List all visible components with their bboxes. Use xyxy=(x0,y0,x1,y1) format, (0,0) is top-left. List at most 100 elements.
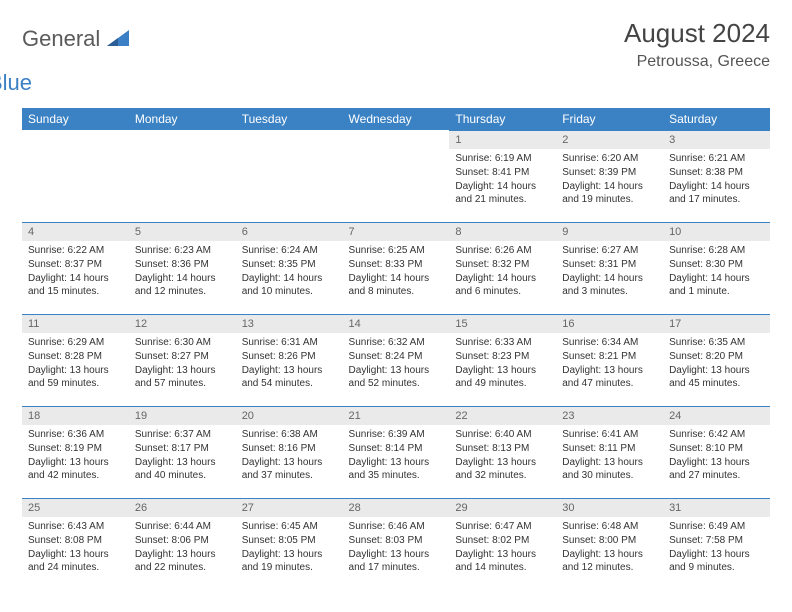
day-number: 3 xyxy=(663,130,770,149)
day-number: 20 xyxy=(236,406,343,425)
calendar-week-row: 11Sunrise: 6:29 AMSunset: 8:28 PMDayligh… xyxy=(22,314,770,406)
sunset-line: Sunset: 8:30 PM xyxy=(669,258,764,271)
sunset-line: Sunset: 8:39 PM xyxy=(562,166,657,179)
sunrise-line: Sunrise: 6:36 AM xyxy=(28,428,123,441)
calendar-cell: . xyxy=(343,130,450,222)
sunset-line: Sunset: 8:35 PM xyxy=(242,258,337,271)
calendar-cell: 19Sunrise: 6:37 AMSunset: 8:17 PMDayligh… xyxy=(129,406,236,498)
sunset-line: Sunset: 8:14 PM xyxy=(349,442,444,455)
calendar-week-row: 4Sunrise: 6:22 AMSunset: 8:37 PMDaylight… xyxy=(22,222,770,314)
daylight-line: Daylight: 13 hours and 57 minutes. xyxy=(135,364,230,390)
sunrise-line: Sunrise: 6:19 AM xyxy=(455,152,550,165)
day-details: Sunrise: 6:36 AMSunset: 8:19 PMDaylight:… xyxy=(22,425,129,489)
day-number: 17 xyxy=(663,314,770,333)
calendar-cell: 16Sunrise: 6:34 AMSunset: 8:21 PMDayligh… xyxy=(556,314,663,406)
sunrise-line: Sunrise: 6:20 AM xyxy=(562,152,657,165)
day-details: Sunrise: 6:37 AMSunset: 8:17 PMDaylight:… xyxy=(129,425,236,489)
day-details: Sunrise: 6:21 AMSunset: 8:38 PMDaylight:… xyxy=(663,149,770,213)
day-details: Sunrise: 6:26 AMSunset: 8:32 PMDaylight:… xyxy=(449,241,556,305)
sunset-line: Sunset: 8:11 PM xyxy=(562,442,657,455)
day-details: Sunrise: 6:24 AMSunset: 8:35 PMDaylight:… xyxy=(236,241,343,305)
day-details: Sunrise: 6:22 AMSunset: 8:37 PMDaylight:… xyxy=(22,241,129,305)
sunrise-line: Sunrise: 6:30 AM xyxy=(135,336,230,349)
calendar-cell: 27Sunrise: 6:45 AMSunset: 8:05 PMDayligh… xyxy=(236,498,343,590)
daylight-line: Daylight: 13 hours and 40 minutes. xyxy=(135,456,230,482)
day-number: 14 xyxy=(343,314,450,333)
sunrise-line: Sunrise: 6:40 AM xyxy=(455,428,550,441)
day-details: Sunrise: 6:48 AMSunset: 8:00 PMDaylight:… xyxy=(556,517,663,581)
daylight-line: Daylight: 14 hours and 8 minutes. xyxy=(349,272,444,298)
day-number: 6 xyxy=(236,222,343,241)
day-details: Sunrise: 6:46 AMSunset: 8:03 PMDaylight:… xyxy=(343,517,450,581)
day-details: Sunrise: 6:28 AMSunset: 8:30 PMDaylight:… xyxy=(663,241,770,305)
daylight-line: Daylight: 13 hours and 12 minutes. xyxy=(562,548,657,574)
calendar-cell: 12Sunrise: 6:30 AMSunset: 8:27 PMDayligh… xyxy=(129,314,236,406)
day-number: 13 xyxy=(236,314,343,333)
day-details: Sunrise: 6:19 AMSunset: 8:41 PMDaylight:… xyxy=(449,149,556,213)
calendar-cell: . xyxy=(129,130,236,222)
daylight-line: Daylight: 13 hours and 22 minutes. xyxy=(135,548,230,574)
sunset-line: Sunset: 8:36 PM xyxy=(135,258,230,271)
day-details: Sunrise: 6:29 AMSunset: 8:28 PMDaylight:… xyxy=(22,333,129,397)
day-details: Sunrise: 6:31 AMSunset: 8:26 PMDaylight:… xyxy=(236,333,343,397)
sunset-line: Sunset: 8:28 PM xyxy=(28,350,123,363)
day-details: Sunrise: 6:32 AMSunset: 8:24 PMDaylight:… xyxy=(343,333,450,397)
weekday-header: Wednesday xyxy=(343,108,450,130)
page-title: August 2024 xyxy=(624,18,770,49)
daylight-line: Daylight: 14 hours and 3 minutes. xyxy=(562,272,657,298)
day-number: 22 xyxy=(449,406,556,425)
daylight-line: Daylight: 13 hours and 42 minutes. xyxy=(28,456,123,482)
day-number: 16 xyxy=(556,314,663,333)
daylight-line: Daylight: 13 hours and 17 minutes. xyxy=(349,548,444,574)
calendar-cell: 29Sunrise: 6:47 AMSunset: 8:02 PMDayligh… xyxy=(449,498,556,590)
sunset-line: Sunset: 8:19 PM xyxy=(28,442,123,455)
sunrise-line: Sunrise: 6:21 AM xyxy=(669,152,764,165)
daylight-line: Daylight: 13 hours and 24 minutes. xyxy=(28,548,123,574)
day-number: 11 xyxy=(22,314,129,333)
sunrise-line: Sunrise: 6:47 AM xyxy=(455,520,550,533)
calendar-cell: 14Sunrise: 6:32 AMSunset: 8:24 PMDayligh… xyxy=(343,314,450,406)
logo-triangle-icon xyxy=(107,30,129,51)
sunset-line: Sunset: 7:58 PM xyxy=(669,534,764,547)
daylight-line: Daylight: 13 hours and 32 minutes. xyxy=(455,456,550,482)
sunrise-line: Sunrise: 6:28 AM xyxy=(669,244,764,257)
sunrise-line: Sunrise: 6:26 AM xyxy=(455,244,550,257)
calendar-cell: . xyxy=(236,130,343,222)
calendar-cell: 9Sunrise: 6:27 AMSunset: 8:31 PMDaylight… xyxy=(556,222,663,314)
day-number: 12 xyxy=(129,314,236,333)
calendar-cell: 6Sunrise: 6:24 AMSunset: 8:35 PMDaylight… xyxy=(236,222,343,314)
weekday-header: Tuesday xyxy=(236,108,343,130)
day-details: Sunrise: 6:49 AMSunset: 7:58 PMDaylight:… xyxy=(663,517,770,581)
day-number: 4 xyxy=(22,222,129,241)
sunset-line: Sunset: 8:13 PM xyxy=(455,442,550,455)
day-details: Sunrise: 6:33 AMSunset: 8:23 PMDaylight:… xyxy=(449,333,556,397)
daylight-line: Daylight: 14 hours and 10 minutes. xyxy=(242,272,337,298)
calendar-cell: 21Sunrise: 6:39 AMSunset: 8:14 PMDayligh… xyxy=(343,406,450,498)
sunrise-line: Sunrise: 6:43 AM xyxy=(28,520,123,533)
day-number: 7 xyxy=(343,222,450,241)
calendar-cell: 24Sunrise: 6:42 AMSunset: 8:10 PMDayligh… xyxy=(663,406,770,498)
sunrise-line: Sunrise: 6:23 AM xyxy=(135,244,230,257)
calendar-cell: . xyxy=(22,130,129,222)
day-number: 23 xyxy=(556,406,663,425)
daylight-line: Daylight: 13 hours and 30 minutes. xyxy=(562,456,657,482)
calendar-cell: 17Sunrise: 6:35 AMSunset: 8:20 PMDayligh… xyxy=(663,314,770,406)
calendar-table: SundayMondayTuesdayWednesdayThursdayFrid… xyxy=(22,108,770,590)
sunset-line: Sunset: 8:33 PM xyxy=(349,258,444,271)
daylight-line: Daylight: 14 hours and 15 minutes. xyxy=(28,272,123,298)
sunrise-line: Sunrise: 6:37 AM xyxy=(135,428,230,441)
logo: General Blue xyxy=(22,18,129,96)
calendar-cell: 13Sunrise: 6:31 AMSunset: 8:26 PMDayligh… xyxy=(236,314,343,406)
header: General Blue August 2024 Petroussa, Gree… xyxy=(22,18,770,96)
sunset-line: Sunset: 8:06 PM xyxy=(135,534,230,547)
day-number: 1 xyxy=(449,130,556,149)
day-number: 8 xyxy=(449,222,556,241)
sunrise-line: Sunrise: 6:41 AM xyxy=(562,428,657,441)
day-details: Sunrise: 6:35 AMSunset: 8:20 PMDaylight:… xyxy=(663,333,770,397)
sunrise-line: Sunrise: 6:27 AM xyxy=(562,244,657,257)
day-number: 5 xyxy=(129,222,236,241)
daylight-line: Daylight: 13 hours and 35 minutes. xyxy=(349,456,444,482)
sunset-line: Sunset: 8:21 PM xyxy=(562,350,657,363)
sunset-line: Sunset: 8:17 PM xyxy=(135,442,230,455)
day-number: 9 xyxy=(556,222,663,241)
